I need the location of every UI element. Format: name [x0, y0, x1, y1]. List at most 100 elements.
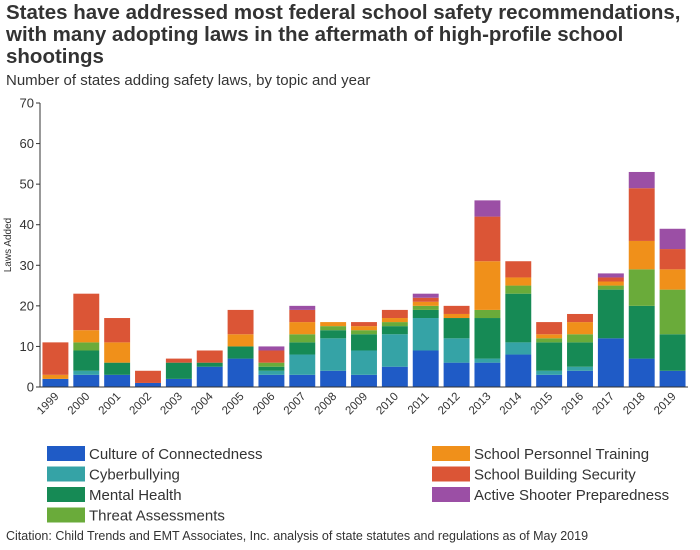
bar-segment [628, 171, 655, 189]
x-tick-label: 2005 [220, 391, 247, 418]
bar-segment [104, 342, 131, 363]
bar-segment [258, 374, 285, 387]
bar-segment [443, 305, 470, 314]
bar-segment [443, 318, 470, 339]
legend: Culture of Connectedness Cyberbullying Men… [47, 446, 669, 525]
bar-segment [474, 318, 501, 359]
legend-label: School Building Security [474, 467, 636, 484]
bar-segment [505, 342, 532, 355]
bar-segment [381, 322, 408, 327]
bar-segment [536, 338, 563, 343]
bar-segment [597, 273, 624, 278]
bar-segment [628, 358, 655, 387]
bar-segment [567, 370, 593, 387]
bar-segment [597, 338, 624, 387]
bar-segment [320, 338, 347, 371]
x-tick-label: 2008 [313, 391, 340, 418]
x-tick-label: 2011 [406, 391, 432, 417]
bar-segment [381, 334, 408, 367]
legend-label: Cyberbullying [89, 467, 180, 484]
bar-segment [505, 285, 532, 294]
legend-label: Threat Assessments [89, 508, 225, 525]
bar-segment [474, 216, 501, 262]
legend-swatch [47, 487, 85, 502]
bar-segment [567, 313, 593, 323]
bar-segment [351, 330, 377, 335]
bar-segment [351, 350, 377, 375]
bar-segment [412, 350, 439, 387]
x-tick-label: 2003 [158, 391, 185, 418]
bar-segment [659, 269, 686, 290]
bar-segment [381, 309, 408, 319]
bar-segment [258, 346, 285, 351]
legend-item: Mental Health [47, 487, 182, 504]
legend-item: Culture of Connectedness [47, 446, 262, 463]
bar-segment [659, 249, 686, 270]
bar-segment [412, 318, 439, 351]
x-tick-labels: 1999 2000 2001 2002 2003 2004 2005 2006 2007 2008… [35, 390, 679, 417]
legend-label: Active Shooter Preparedness [474, 487, 669, 504]
x-tick-label: 2009 [344, 391, 371, 418]
x-tick-label: 2013 [467, 391, 494, 418]
bar-segment [289, 305, 316, 310]
legend-item: Cyberbullying [47, 466, 180, 484]
bar-segment [474, 362, 501, 387]
legend-swatch [47, 446, 85, 461]
bar-segment [628, 269, 655, 306]
bar-segment [258, 370, 285, 375]
bar-segment [42, 378, 69, 387]
x-tick-label: 1999 [35, 391, 62, 418]
legend-swatch [47, 466, 85, 482]
bar-segment [505, 261, 532, 278]
bar-segment [597, 281, 624, 286]
x-tick-label: 2000 [66, 391, 93, 418]
bar-segment [258, 350, 285, 363]
bar-segment [443, 338, 470, 363]
bar-segment [567, 322, 593, 335]
bar-segment [412, 297, 439, 302]
bar-segment [320, 322, 347, 327]
bar-segment [320, 370, 347, 387]
bar-segment [289, 374, 316, 387]
bar-segment [536, 342, 563, 371]
bar-segment [104, 374, 131, 387]
x-tick-label: 2016 [560, 391, 587, 418]
bar-segment [505, 277, 532, 286]
bar-segment [165, 378, 192, 387]
bar-segment [289, 354, 316, 375]
bar-segment [381, 366, 408, 387]
bar-segment [258, 366, 285, 371]
bar-segment [659, 370, 686, 387]
bar-segment [659, 228, 686, 250]
x-tick-label: 2018 [621, 391, 648, 418]
bar-segment [597, 277, 624, 282]
bar-segment [536, 322, 563, 335]
legend-swatch [432, 487, 470, 502]
bar-segment [351, 322, 377, 327]
chart-subtitle: Number of states adding safety laws, by … [6, 72, 371, 89]
x-tick-label: 2010 [374, 391, 401, 418]
bar-segment [505, 354, 532, 387]
bar-segment [536, 370, 563, 375]
bar-segment [597, 289, 624, 339]
bar-segment [135, 370, 161, 383]
bar-segment [474, 309, 501, 319]
bar-segment [289, 342, 316, 355]
y-tick-label: 50 [20, 177, 34, 192]
bar-segment [42, 342, 69, 375]
bar-segment [351, 334, 377, 351]
y-tick-label: 70 [20, 96, 34, 111]
bar-segment [412, 309, 439, 319]
bar-segment [227, 334, 254, 347]
bar-segment [536, 334, 563, 339]
x-tick-label: 2017 [590, 391, 617, 418]
bar-segment [443, 313, 470, 319]
bar-segment [381, 318, 408, 323]
bar-segment [165, 358, 192, 363]
bar-segment [227, 358, 254, 387]
bar-segment [227, 309, 254, 335]
legend-item: Threat Assessments [47, 507, 225, 525]
bar-segment [628, 188, 655, 241]
x-tick-label: 2014 [498, 390, 525, 417]
